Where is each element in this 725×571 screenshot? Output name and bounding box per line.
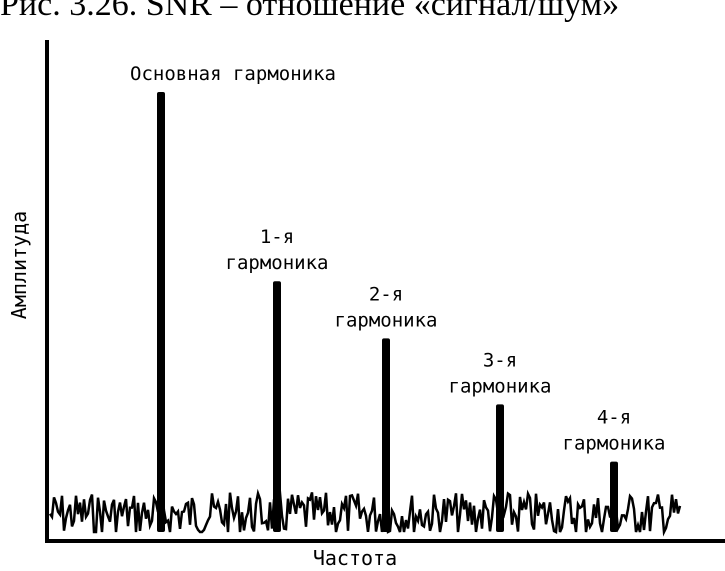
harmonic-bars (157, 92, 618, 532)
noise-trace (48, 488, 682, 537)
noise-floor (48, 488, 682, 537)
harmonic-label-3-line-0: 3-я (483, 349, 517, 371)
harmonic-labels: Основная гармоника 1-я гармоника 2-я гармони… (130, 63, 665, 455)
harmonic-label-4-line-0: 4-я (597, 407, 631, 429)
harmonic-label-4-line-1: гармоника (563, 433, 666, 455)
harmonic-label-2-line-0: 2-я (369, 283, 403, 305)
harmonic-label-1-line-1: гармоника (226, 252, 329, 274)
harmonic-bar-0 (157, 92, 165, 532)
figure-caption: Рис. 3.26. SNR – отношение «сигнал/шум» (0, 0, 620, 23)
harmonic-label-2-line-1: гармоника (335, 309, 438, 331)
harmonic-bar-1 (273, 281, 281, 532)
y-axis-title: Амплитуда (7, 211, 31, 319)
harmonic-label-0-line-0: Основная гармоника (130, 63, 336, 85)
x-axis-title: Частота (313, 546, 397, 570)
harmonic-bar-2 (382, 338, 390, 532)
harmonic-bar-4 (610, 461, 618, 532)
harmonic-bar-3 (496, 404, 504, 532)
harmonic-label-3-line-1: гармоника (449, 375, 552, 397)
harmonic-label-1-line-0: 1-я (260, 226, 294, 248)
